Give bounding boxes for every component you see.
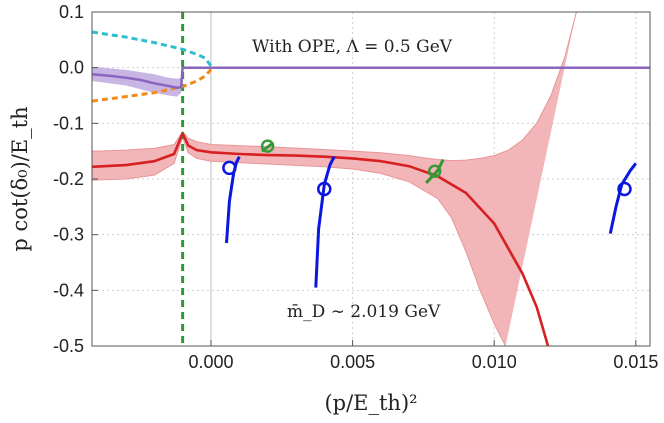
orange-dashed-curve [92, 68, 213, 103]
blue-data-point [317, 181, 332, 197]
red-uncertainty-band [92, 12, 577, 346]
mass-annotation: m̄_D ∼ 2.019 GeV [287, 302, 441, 322]
purple-uncertainty-band [92, 66, 182, 97]
green-data-segment [425, 158, 445, 184]
y-tick-label: 0.1 [59, 2, 84, 22]
x-tick-label: 0.015 [613, 352, 658, 372]
y-tick-label: -0.2 [53, 169, 84, 189]
x-axis-title: (p/E_th)² [324, 391, 417, 415]
red-band-lower-edge [92, 135, 506, 346]
y-axis-title: p cot(δ₀)/E_th [8, 106, 32, 251]
y-tick-label: -0.3 [53, 225, 84, 245]
series-lines [92, 12, 650, 346]
blue-data-point [617, 181, 632, 197]
x-tick-label: 0.010 [472, 352, 517, 372]
blue-data-segment [314, 156, 336, 288]
y-tick-label: -0.5 [53, 336, 84, 356]
y-tick-label: 0.0 [59, 58, 84, 78]
data-markers [222, 139, 637, 288]
y-tick-label: -0.1 [53, 113, 84, 133]
x-tick-label: 0.000 [188, 352, 233, 372]
blue-data-point [222, 160, 237, 176]
y-tick-label: -0.4 [53, 280, 84, 300]
x-tick-label: 0.005 [330, 352, 375, 372]
ope-annotation: With OPE, Λ = 0.5 GeV [252, 37, 453, 57]
plot-background [92, 12, 650, 346]
central-red-curve [92, 133, 550, 346]
green-data-point [260, 139, 275, 153]
purple-curve [92, 66, 650, 89]
cyan-dashed-curve [92, 30, 213, 67]
axis-ticks: 0.000 0.005 0.010 0.015 0.1 0.0 -0.1 -0.2 -0.3 -0… [53, 2, 658, 372]
green-data-point [427, 164, 442, 178]
